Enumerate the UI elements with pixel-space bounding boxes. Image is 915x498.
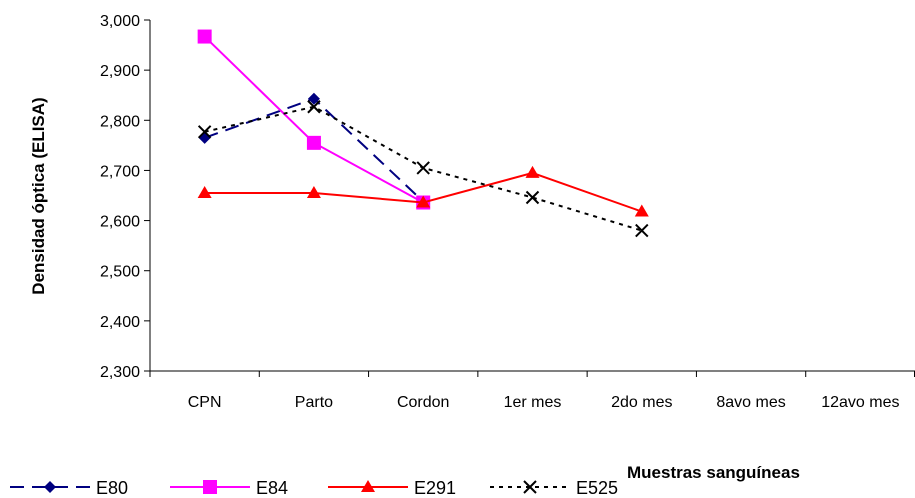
legend-label: E84 (256, 478, 288, 498)
y-axis-title: Densidad óptica (ELISA) (29, 97, 48, 294)
y-tick-label: 2,300 (100, 364, 140, 381)
series-layer (197, 29, 649, 238)
data-point-e291 (416, 195, 431, 208)
y-tick-label: 2,500 (100, 264, 140, 281)
x-tick-label: 8avo mes (716, 394, 785, 411)
x-tick-label: Parto (295, 394, 333, 411)
x-tick-label: 12avo mes (821, 394, 899, 411)
series-e291 (197, 165, 649, 217)
y-tick-label: 2,600 (100, 214, 140, 231)
data-point-e84 (197, 29, 212, 44)
legend-marker (523, 480, 537, 494)
series-e525 (197, 100, 649, 238)
data-point-e525 (416, 161, 430, 175)
x-tick-label: 2do mes (611, 394, 672, 411)
legend-label: E525 (576, 478, 618, 498)
y-axis: 2,300 2,400 2,500 2,600 2,700 2,800 2,900 3,000 (100, 13, 151, 381)
data-point-e291 (525, 165, 540, 178)
data-point-e525 (307, 100, 321, 114)
legend-marker (361, 480, 375, 492)
legend-item-e291: E291 (328, 478, 456, 498)
data-point-e291 (306, 185, 321, 198)
x-tick-label: CPN (188, 394, 222, 411)
x-axis-title: Muestras sanguíneas (627, 463, 800, 482)
legend-item-e80: E80 (10, 478, 128, 498)
data-point-e291 (634, 204, 649, 217)
data-point-e525 (525, 190, 540, 205)
legend-label: E291 (414, 478, 456, 498)
data-point-e525 (197, 125, 212, 139)
y-tick-label: 2,700 (100, 163, 140, 180)
x-tick-label: Cordon (397, 394, 449, 411)
data-point-e80 (307, 92, 320, 105)
legend-label: E80 (96, 478, 128, 498)
legend-item-e84: E84 (170, 478, 288, 498)
legend: E80 E84 E291 E525 (10, 478, 618, 498)
series-line-e84 (203, 35, 424, 204)
legend-marker (203, 480, 217, 494)
x-axis: CPN Parto Cordon 1er mes 2do mes 8avo mes 12av… (149, 370, 915, 411)
y-tick-label: 2,400 (100, 314, 140, 331)
data-point-e80 (198, 131, 211, 144)
data-point-e291 (197, 185, 212, 198)
y-tick-label: 2,900 (100, 63, 140, 80)
y-tick-label: 2,800 (100, 113, 140, 130)
legend-marker (44, 481, 56, 493)
legend-item-e525: E525 (490, 478, 618, 498)
y-tick-label: 3,000 (100, 13, 140, 30)
x-tick-label: 1er mes (504, 394, 562, 411)
series-e84 (197, 29, 431, 210)
data-point-e84 (306, 135, 321, 150)
data-point-e525 (635, 223, 649, 238)
